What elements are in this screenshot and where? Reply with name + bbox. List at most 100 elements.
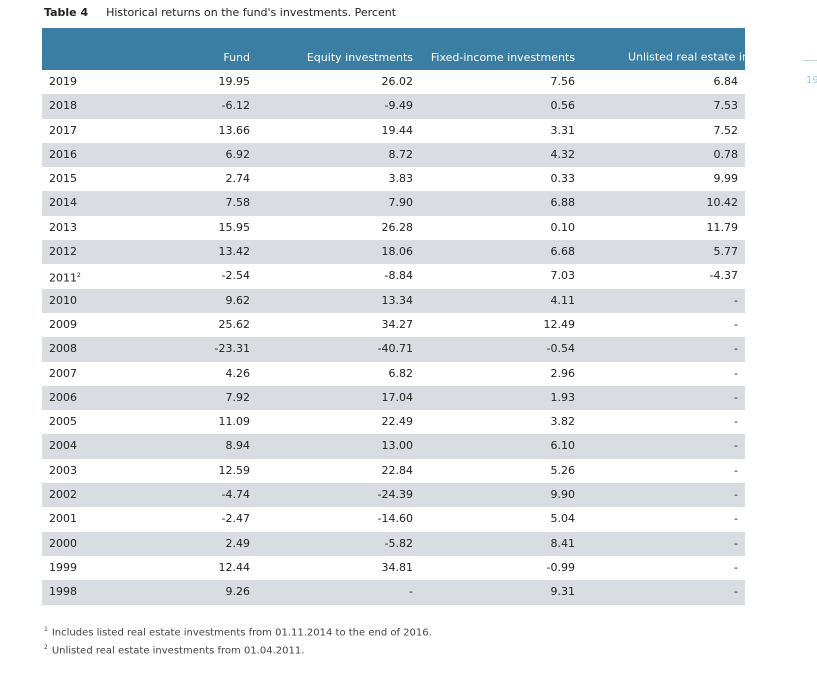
cell: 2.96 xyxy=(550,366,576,380)
year-cell: 2001 xyxy=(49,507,77,531)
cell: 34.27 xyxy=(381,317,414,331)
cell: 9.31 xyxy=(550,585,576,599)
year-cell: 2005 xyxy=(49,410,77,434)
page-number: 19 xyxy=(806,75,817,86)
cell: - xyxy=(734,342,738,356)
caption-title: Historical returns on the fund's investm… xyxy=(106,6,397,19)
cell: -0.99 xyxy=(546,560,575,574)
cell: 13.66 xyxy=(218,123,251,137)
cell: 22.84 xyxy=(381,463,414,477)
table-row: 2006 7.92 17.04 1.93 - xyxy=(42,385,745,411)
year-cell: 2010 xyxy=(49,289,77,313)
year: 2013 xyxy=(49,220,77,234)
table-row: 2018 -6.12 -9.49 0.56 7.53 xyxy=(42,94,745,119)
cell: 0.10 xyxy=(550,220,576,234)
cell: 34.81 xyxy=(381,560,414,574)
cell: 6.92 xyxy=(225,147,251,161)
cell: - xyxy=(734,463,738,477)
cell: - xyxy=(734,439,738,453)
cell: - xyxy=(734,366,738,380)
footnote-text: Unlisted real estate investments from 01… xyxy=(51,645,305,657)
cell: - xyxy=(734,536,738,550)
year: 2002 xyxy=(49,488,77,502)
table-row: 2001 -2.47 -14.60 5.04 - xyxy=(42,507,745,531)
footnote-mark: 1 xyxy=(44,626,48,633)
cell: - xyxy=(734,512,738,526)
cell: 10.42 xyxy=(706,196,739,210)
year: 2008 xyxy=(49,342,77,356)
cell: 0.78 xyxy=(713,147,739,161)
cell: 13.00 xyxy=(381,439,414,453)
year: 1998 xyxy=(49,585,77,599)
cell: 7.03 xyxy=(550,269,576,283)
year: 2006 xyxy=(49,390,77,404)
year: 2003 xyxy=(49,463,77,477)
table-row: 2016 6.92 8.72 4.32 0.78 xyxy=(42,142,745,168)
page-rule xyxy=(803,60,817,61)
cell: 12.59 xyxy=(218,463,251,477)
cell: 6.88 xyxy=(550,196,576,210)
cell: 15.95 xyxy=(218,220,251,234)
table-row: 2019 19.95 26.02 7.56 6.84 xyxy=(42,70,745,94)
year: 2014 xyxy=(49,196,77,210)
cell: 6.84 xyxy=(713,75,739,88)
cell: -23.31 xyxy=(214,342,250,356)
table: Fund Equity investments Fixed-income inves… xyxy=(42,28,811,605)
year-cell: 20112 xyxy=(49,264,81,291)
header-cell: Unlisted real estate investments1 xyxy=(628,47,811,66)
cell: - xyxy=(734,585,738,599)
cell: 7.92 xyxy=(225,390,251,404)
cell: 6.10 xyxy=(550,439,576,453)
cell: -4.74 xyxy=(221,488,250,502)
header-text: Equity investments xyxy=(306,51,413,64)
cell: 9.99 xyxy=(713,172,739,186)
cell: -24.39 xyxy=(377,488,413,502)
year-cell: 2000 xyxy=(49,532,77,556)
year-cell: 2018 xyxy=(49,94,77,118)
table-row: 1998 9.26 - 9.31 - xyxy=(42,580,745,605)
year-cell: 2019 xyxy=(49,70,77,94)
cell: - xyxy=(734,488,738,502)
cell: 18.06 xyxy=(381,245,414,259)
cell: 12.49 xyxy=(543,317,576,331)
cell: 6.82 xyxy=(388,366,414,380)
year: 2012 xyxy=(49,245,77,259)
header-cell: Fixed-income investments xyxy=(431,50,575,66)
header-cell: Equity investments xyxy=(307,50,413,66)
cell: 17.04 xyxy=(381,390,414,404)
cell: 5.77 xyxy=(713,245,739,259)
footnote-mark: 2 xyxy=(44,644,48,652)
cell: 25.62 xyxy=(218,317,251,331)
table-row: 2015 2.74 3.83 0.33 9.99 xyxy=(42,167,745,191)
footnote: 2 Unlisted real estate investments from 0… xyxy=(44,640,432,658)
cell: 12.44 xyxy=(218,560,251,574)
cell: - xyxy=(734,560,738,574)
table-row: 2008 -23.31 -40.71 -0.54 - xyxy=(42,337,745,362)
year-note: 2 xyxy=(77,272,81,280)
cell: 9.62 xyxy=(225,293,251,307)
table-row: 2003 12.59 22.84 5.26 - xyxy=(42,459,745,483)
footnotes: 1 Includes listed real estate investments… xyxy=(44,622,432,659)
cell: 0.56 xyxy=(550,99,576,113)
cell: 7.52 xyxy=(713,123,739,137)
year: 2010 xyxy=(49,293,77,307)
cell: 5.04 xyxy=(550,512,576,526)
cell: -40.71 xyxy=(377,342,413,356)
year-cell: 2013 xyxy=(49,216,77,240)
cell: 22.49 xyxy=(381,415,414,429)
table-row: 2002 -4.74 -24.39 9.90 - xyxy=(42,483,745,508)
cell: -14.60 xyxy=(377,512,413,526)
table-row: 2009 25.62 34.27 12.49 - xyxy=(42,313,745,337)
cell: 6.68 xyxy=(550,245,576,259)
table-row: 2010 9.62 13.34 4.11 - xyxy=(42,288,745,313)
cell: 7.56 xyxy=(550,75,576,88)
header-note: 1 xyxy=(806,51,811,59)
year-cell: 2003 xyxy=(49,459,77,483)
table-row: 20112 -2.54 -8.84 7.03 -4.37 xyxy=(42,264,745,288)
cell: 8.94 xyxy=(225,439,251,453)
year: 2005 xyxy=(49,415,77,429)
cell: 13.42 xyxy=(218,245,251,259)
year-cell: 2009 xyxy=(49,313,77,337)
year: 2018 xyxy=(49,99,77,113)
